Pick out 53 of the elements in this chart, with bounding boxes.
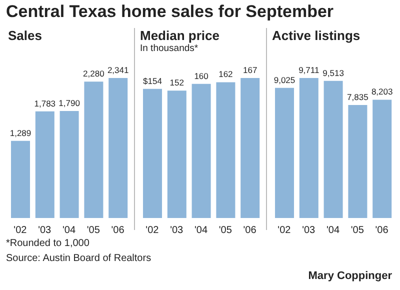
source-note: Source: Austin Board of Realtors [6, 252, 152, 266]
data-label: 9,025 [274, 74, 296, 85]
x-tick-label: '05 [86, 225, 100, 236]
x-tick-label: '02 [278, 225, 292, 236]
bar [11, 140, 30, 218]
bar [84, 82, 104, 218]
x-tick-label: '06 [243, 225, 257, 236]
chart-title: Active listings [272, 28, 360, 43]
data-label: 152 [170, 78, 184, 88]
bar [108, 78, 128, 218]
x-tick-label: '04 [326, 225, 340, 236]
data-label: 160 [194, 70, 209, 81]
x-tick-label: '02 [146, 225, 160, 236]
bar [275, 88, 294, 218]
data-label: 2,280 [83, 68, 105, 79]
data-label: 2,341 [107, 65, 130, 75]
bar [192, 84, 211, 218]
chart-subtitle: In thousands* [140, 43, 198, 54]
bar [348, 105, 368, 218]
x-tick-label: '05 [350, 225, 364, 236]
text: *Rounded to 1,000 [6, 237, 90, 251]
data-label: 9,513 [322, 68, 344, 78]
data-label: 1,790 [58, 98, 80, 108]
data-label: 1,289 [10, 128, 32, 138]
data-label: 7,835 [347, 92, 369, 102]
bar [299, 78, 318, 218]
x-tick-label: '03 [38, 225, 52, 236]
bar [372, 100, 392, 218]
chart-title: Median price [140, 28, 220, 43]
x-tick-label: '04 [194, 225, 208, 236]
x-tick-label: '06 [375, 225, 389, 236]
x-tick-label: '03 [170, 225, 184, 236]
data-label: $154 [143, 76, 162, 86]
bar [167, 90, 186, 218]
bar [35, 111, 54, 218]
data-label: 167 [243, 65, 258, 75]
x-tick-label: '04 [62, 225, 76, 236]
data-label: 9,711 [298, 65, 320, 75]
data-label: 1,783 [34, 98, 56, 108]
data-label: 8,203 [371, 86, 394, 97]
bar [216, 82, 236, 218]
bar [60, 110, 79, 218]
x-tick-label: '05 [218, 225, 232, 236]
x-tick-label: '03 [302, 225, 316, 236]
x-tick-label: '02 [14, 225, 28, 236]
text: Central Texas home sales for September [6, 2, 334, 22]
bar [240, 78, 260, 218]
chart-title: Sales [8, 28, 42, 43]
bar [143, 88, 162, 218]
x-tick-label: '06 [111, 225, 125, 236]
bar [324, 80, 343, 218]
text: Mary Coppinger [308, 270, 392, 282]
data-label: 162 [218, 69, 234, 80]
